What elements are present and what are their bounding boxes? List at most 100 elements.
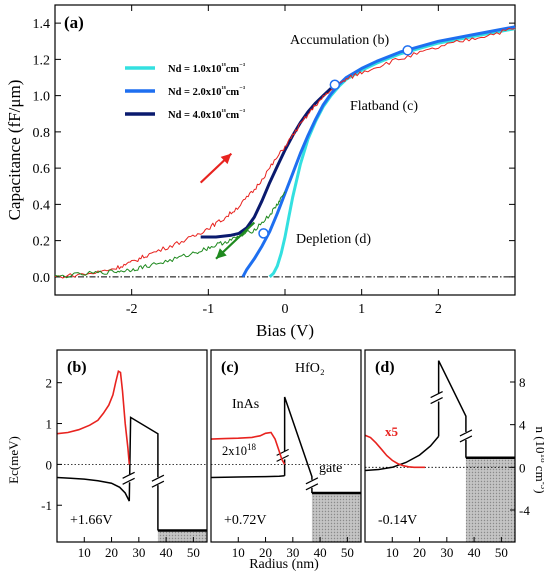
- panel-a-bias-marker: [329, 79, 341, 90]
- panel-d-break-gap: [430, 393, 443, 402]
- panel-b-electron-density: [56, 369, 131, 465]
- panel-d-electron-density: [364, 434, 425, 469]
- panel-d-break-mark: [430, 396, 443, 405]
- panel-a-measured-curve: [54, 27, 516, 279]
- panel-a-x-tick-label: 0: [282, 302, 289, 317]
- panel-c-band: 10 20 30 40 50 (c) +0.72V InAs HfO₂ gate 2x1018: [210, 349, 362, 560]
- panel-b-break-gap: [122, 474, 135, 483]
- panel-c-x-tick-label: 10: [232, 545, 245, 560]
- panel-b-y-tick-label: 0: [46, 457, 53, 472]
- panel-a-simulated-curve: [200, 87, 333, 239]
- panel-a-bias-marker: [258, 228, 269, 239]
- panel-b-x-tick-label: 30: [132, 545, 145, 560]
- panel-b-x-tick-label: 10: [78, 545, 91, 560]
- panel-a-marker-label: Depletion (d): [296, 232, 371, 247]
- panel-a-legend-label: Nd = 4.0x10¹⁸cm⁻³: [168, 108, 245, 121]
- panel-c-gate-region: [311, 492, 361, 542]
- panel-d-x-tick-label: 40: [468, 545, 481, 560]
- panel-b-bias-label: +1.66V: [70, 513, 113, 528]
- panel-b-y-tick-label: -1: [41, 498, 52, 513]
- panel-d-frame: [364, 349, 516, 543]
- panel-b-label: (b): [67, 359, 87, 376]
- panel-a-y-tick-label: 1.2: [33, 53, 51, 68]
- panel-c-x-label: Radius (nm): [249, 557, 319, 572]
- panel-a-sweep-arrowhead: [216, 248, 227, 259]
- panel-c-bias-label: +0.72V: [224, 513, 267, 528]
- panel-a-y-tick-label: 1.4: [33, 17, 51, 32]
- panel-c-x-tick-label: 40: [314, 545, 327, 560]
- panel-c-label: (c): [221, 359, 239, 376]
- panel-b-break-mark: [151, 480, 165, 488]
- panel-a-marker-label: Accumulation (b): [290, 33, 389, 48]
- panel-a-capacitance: 0.0 0.2 0.4 0.6 0.8 1.0 1.2 1.4 -2 -1 0 1 2 Accumul…: [5, 4, 516, 340]
- panel-a-bias-marker: [402, 45, 413, 56]
- panel-a-x-ticks: -2 -1 0 1 2: [126, 5, 442, 317]
- panel-c-break-mark: [276, 448, 289, 456]
- panel-a-y-label: Capacitance (fF/μm): [5, 80, 24, 221]
- panel-c-break-gap: [305, 479, 318, 488]
- panel-a-measured-curve: [54, 191, 286, 279]
- panel-d-break-mark: [459, 435, 473, 443]
- panel-b-oxide-barrier: [128, 416, 159, 531]
- panel-b-y-tick-label: 2: [46, 376, 53, 391]
- panel-c-x-tick-label: 30: [286, 545, 299, 560]
- panel-c-oxide-barrier: [283, 396, 313, 493]
- panel-d-oxide-barrier: [437, 360, 467, 458]
- panel-b-break-mark: [151, 474, 165, 482]
- panel-a-x-tick-label: -2: [126, 302, 138, 317]
- panel-d-gate-region: [465, 457, 515, 542]
- panel-b-y-tick-label: 1: [46, 417, 53, 432]
- panel-c-break-mark: [276, 454, 289, 462]
- panel-b-x-tick-label: 50: [187, 545, 200, 560]
- panel-a-y-tick-label: 1.0: [33, 90, 51, 105]
- panel-c-break-gap: [276, 451, 289, 460]
- panel-b-x-tick-label: 20: [105, 545, 118, 560]
- panel-a-y-tick-label: 0.4: [33, 198, 51, 213]
- panel-a-x-label: Bias (V): [256, 321, 314, 340]
- panel-a-markers: Accumulation (b) Flatband (c) Depletion (d…: [258, 33, 418, 247]
- panel-a-legend-label: Nd = 1.0x10¹⁸cm⁻³: [168, 62, 245, 75]
- panel-d-y-label: n (1018 cm-3): [533, 426, 544, 493]
- panel-d-bias-label: -0.14V: [378, 513, 417, 528]
- panel-b-band: 10 20 30 40 50 -1 0 1 2 (b) +1.66V: [41, 349, 208, 560]
- panel-a-x-tick-label: 2: [435, 302, 442, 317]
- panel-c-oxide-label: HfO₂: [295, 361, 325, 376]
- panel-b-break-mark: [122, 471, 135, 479]
- panel-c-semiconductor-label: InAs: [232, 397, 259, 412]
- panel-d-x-tick-label: 20: [413, 545, 426, 560]
- panel-a-legend-label: Nd = 2.0x10¹⁸cm⁻³: [168, 85, 245, 98]
- panel-d-scale-note: x5: [385, 424, 399, 439]
- panel-a-x-tick-label: 1: [358, 302, 365, 317]
- panel-b-break-gap: [151, 477, 164, 486]
- panel-d-x-tick-label: 30: [440, 545, 453, 560]
- panel-d-x-tick-label: 50: [495, 545, 508, 560]
- panel-c-density-label: 2x1018: [222, 442, 257, 458]
- panel-b-break-mark: [122, 477, 135, 485]
- panel-d-break-mark: [459, 429, 473, 437]
- panel-a-legend: Nd = 1.0x10¹⁸cm⁻³ Nd = 2.0x10¹⁸cm⁻³ Nd = 4…: [125, 62, 245, 121]
- panel-b-frame: [56, 349, 208, 543]
- panel-a-y-tick-label: 0.0: [33, 271, 51, 286]
- panel-d-y-tick-label: 0: [519, 460, 526, 475]
- panel-d-y-tick-label: 4: [519, 418, 526, 433]
- panel-b-gate-region: [157, 530, 207, 542]
- panel-a-sweep-arrowhead: [220, 153, 232, 165]
- panel-d-break-gap: [459, 431, 472, 440]
- panel-b-x-tick-label: 40: [160, 545, 173, 560]
- panel-c-conduction-band: [210, 475, 285, 479]
- panel-c-x-tick-label: 50: [341, 545, 354, 560]
- panel-d-y-tick-label: -4: [519, 503, 530, 518]
- panel-a-simulated-curve: [241, 25, 516, 278]
- panel-d-x-tick-label: 10: [386, 545, 399, 560]
- panel-a-y-tick-label: 0.2: [33, 235, 51, 250]
- panel-c-electron-density: [210, 431, 286, 465]
- panel-a-series: [54, 25, 516, 279]
- panel-c-frame: [210, 349, 362, 543]
- panel-a-y-tick-label: 0.6: [33, 162, 51, 177]
- panel-a-marker-label: Flatband (c): [350, 99, 418, 114]
- panel-d-label: (d): [375, 359, 395, 376]
- panel-d-band: 10 20 30 40 50 -4 0 4 8 (d) -0.14V x5: [364, 349, 530, 560]
- panel-c-gate-label: gate: [319, 461, 342, 476]
- panel-d-break-mark: [430, 390, 443, 399]
